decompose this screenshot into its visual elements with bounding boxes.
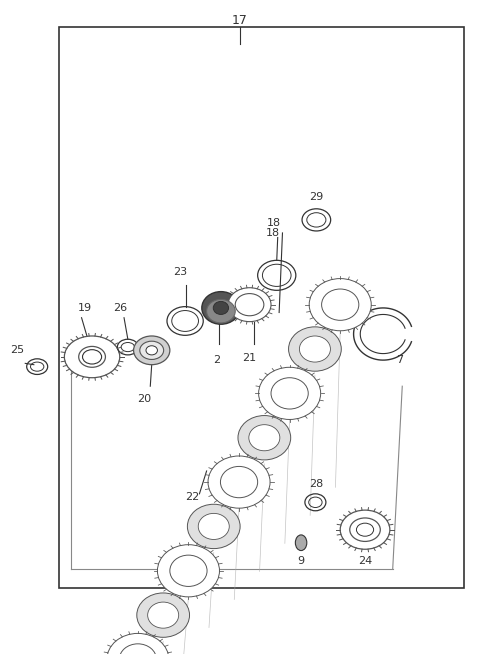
Ellipse shape [107, 633, 169, 655]
Ellipse shape [213, 301, 228, 314]
Ellipse shape [340, 510, 390, 550]
Ellipse shape [322, 289, 359, 320]
Text: 2: 2 [214, 355, 221, 365]
Ellipse shape [208, 456, 270, 508]
Ellipse shape [148, 602, 179, 628]
Ellipse shape [271, 378, 308, 409]
Text: 7: 7 [396, 355, 403, 365]
Ellipse shape [198, 514, 229, 540]
Ellipse shape [206, 299, 235, 323]
Ellipse shape [238, 415, 291, 460]
Text: 21: 21 [242, 353, 257, 363]
Text: 28: 28 [309, 479, 324, 489]
Text: 29: 29 [309, 192, 324, 202]
Ellipse shape [309, 278, 371, 331]
Text: 20: 20 [137, 394, 152, 404]
Ellipse shape [133, 336, 170, 365]
Ellipse shape [119, 644, 156, 655]
Text: 26: 26 [113, 303, 127, 313]
Ellipse shape [79, 346, 106, 367]
Text: 9: 9 [298, 556, 305, 566]
Ellipse shape [146, 346, 157, 355]
Ellipse shape [228, 288, 271, 322]
Ellipse shape [220, 466, 258, 498]
Text: 18: 18 [266, 218, 280, 228]
Bar [59, 28, 464, 588]
Text: 19: 19 [78, 303, 92, 313]
Text: 22: 22 [185, 492, 199, 502]
Text: 17: 17 [232, 14, 248, 28]
Ellipse shape [300, 336, 330, 362]
Ellipse shape [235, 293, 264, 316]
Ellipse shape [64, 336, 120, 378]
Text: 18: 18 [265, 228, 279, 238]
Circle shape [295, 535, 307, 551]
Text: 23: 23 [173, 267, 187, 277]
Ellipse shape [357, 523, 373, 536]
Ellipse shape [288, 327, 341, 371]
Ellipse shape [202, 291, 240, 324]
Ellipse shape [249, 424, 280, 451]
Text: 25: 25 [10, 345, 24, 355]
Ellipse shape [350, 518, 380, 542]
Ellipse shape [259, 367, 321, 419]
Ellipse shape [157, 545, 219, 597]
Ellipse shape [137, 593, 190, 637]
Ellipse shape [170, 555, 207, 586]
Ellipse shape [140, 341, 164, 360]
Text: 24: 24 [358, 556, 372, 566]
Ellipse shape [187, 504, 240, 549]
